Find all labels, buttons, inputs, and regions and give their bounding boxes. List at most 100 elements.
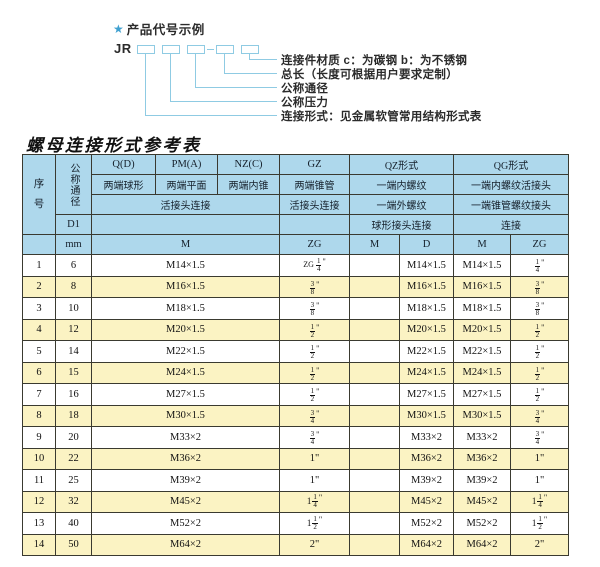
cell-bore: 32 <box>55 490 92 513</box>
cell-qz-d: M52×2 <box>399 512 454 535</box>
header-blank-gz <box>279 214 350 235</box>
cell-thread-m: M16×1.5 <box>91 275 280 298</box>
cell-qg-m: M30×1.5 <box>453 404 511 427</box>
code-dash <box>207 49 214 51</box>
header-union-connection-gz: 活接头连接 <box>279 194 350 215</box>
cell-qz-d: M27×1.5 <box>399 383 454 406</box>
cell-seq: 9 <box>22 426 56 449</box>
leader-line-4-horizontal <box>170 101 277 103</box>
cell-qg-m: M36×2 <box>453 447 511 470</box>
header-unit-m-qz: M <box>349 234 400 255</box>
table-row: 4 12 M20×1.5 1 2 " M20×1.5 M20×1.5 1 2 " <box>22 318 570 341</box>
header-taper-thread-qg: 一端锥管螺纹接头 <box>452 194 570 215</box>
leader-line-1-vertical <box>249 54 251 60</box>
cell-thread-m: M14×1.5 <box>91 254 280 277</box>
cell-bore: 12 <box>55 318 92 341</box>
cell-seq: 12 <box>22 490 56 513</box>
cell-qz-d: M16×1.5 <box>399 275 454 298</box>
cell-qg-zg: 1 2 " <box>509 383 570 406</box>
annotation-nominal-pressure: 公称压力 <box>281 97 329 109</box>
cell-gz: 1" <box>279 447 350 470</box>
leader-line-1-horizontal <box>249 59 277 61</box>
leader-line-2-horizontal <box>224 73 277 75</box>
cell-gz: 1 2 " <box>279 383 350 406</box>
header-desc-nzc: 两端内锥 <box>217 174 280 195</box>
cell-qg-m: M39×2 <box>453 469 511 492</box>
cell-gz: 1 2 " <box>279 318 350 341</box>
code-prefix-label: JR <box>114 41 132 56</box>
header-row-codes: 序号 公称通径 Q(D) PM(A) NZ(C) GZ QZ形式 QG形式 <box>22 154 570 235</box>
table-row: 9 20 M33×2 3 4 " M33×2 M33×2 3 4 " <box>22 426 570 449</box>
leader-line-5-horizontal <box>145 115 277 117</box>
table-row: 12 32 M45×2 1 1 4 " M45×2 M45×2 1 1 4 " <box>22 490 570 513</box>
header-desc-qd: 两端球形 <box>91 174 156 195</box>
cell-gz: 1 1 4 " <box>279 490 350 513</box>
nut-connection-spec-table: 序号 公称通径 Q(D) PM(A) NZ(C) GZ QZ形式 QG形式 两端… <box>22 154 570 556</box>
cell-qz-m <box>349 340 400 363</box>
header-seq: 序号 <box>22 154 56 235</box>
cell-thread-m: M27×1.5 <box>91 383 280 406</box>
header-code-qz: QZ形式 <box>349 154 454 175</box>
cell-seq: 3 <box>22 297 56 320</box>
cell-qz-d: M24×1.5 <box>399 361 454 384</box>
table-row: 5 14 M22×1.5 1 2 " M22×1.5 M22×1.5 1 2 " <box>22 340 570 363</box>
table-row: 7 16 M27×1.5 1 2 " M27×1.5 M27×1.5 1 2 " <box>22 383 570 406</box>
leader-line-4-vertical <box>170 54 172 102</box>
cell-thread-m: M20×1.5 <box>91 318 280 341</box>
cell-qg-zg: 1" <box>509 447 570 470</box>
star-icon: ★ <box>113 21 124 36</box>
cell-qg-zg: 1 2 " <box>509 361 570 384</box>
cell-thread-m: M45×2 <box>91 490 280 513</box>
cell-qz-d: M18×1.5 <box>399 297 454 320</box>
cell-qg-m: M22×1.5 <box>453 340 511 363</box>
annotation-total-length: 总长（长度可根据用户要求定制） <box>281 69 458 81</box>
cell-seq: 10 <box>22 447 56 470</box>
diagram-heading-row: ★ 产品代号示例 <box>113 19 205 38</box>
cell-bore: 15 <box>55 361 92 384</box>
cell-qg-m: M52×2 <box>453 512 511 535</box>
cell-thread-m: M30×1.5 <box>91 404 280 427</box>
cell-qz-m <box>349 318 400 341</box>
cell-qz-m <box>349 383 400 406</box>
header-desc-qg: 一端内螺纹活接头 <box>452 174 570 195</box>
cell-qg-m: M64×2 <box>453 533 511 556</box>
header-unit-zg-gz: ZG <box>279 234 350 255</box>
cell-gz: 1 1 2 " <box>279 512 350 535</box>
cell-qg-zg: 1 4 " <box>509 254 570 277</box>
cell-gz: 2" <box>279 533 350 556</box>
cell-qg-zg: 1 1 2 " <box>509 512 570 535</box>
table-row: 11 25 M39×2 1" M39×2 M39×2 1" <box>22 469 570 492</box>
cell-qz-d: M22×1.5 <box>399 340 454 363</box>
cell-qg-zg: 1" <box>509 469 570 492</box>
header-unit-m-qg: M <box>453 234 511 255</box>
header-union-connection: 活接头连接 <box>91 194 280 215</box>
leader-line-3-vertical <box>195 54 197 88</box>
cell-qg-zg: 3 4 " <box>509 404 570 427</box>
table-row: 3 10 M18×1.5 3 8 " M18×1.5 M18×1.5 3 8 " <box>22 297 570 320</box>
code-box-2 <box>162 45 180 54</box>
cell-seq: 13 <box>22 512 56 535</box>
table-row: 13 40 M52×2 1 1 2 " M52×2 M52×2 1 1 2 " <box>22 512 570 535</box>
cell-qz-m <box>349 275 400 298</box>
cell-bore: 25 <box>55 469 92 492</box>
code-box-3 <box>187 45 205 54</box>
header-desc-pma: 两端平面 <box>155 174 218 195</box>
cell-seq: 4 <box>22 318 56 341</box>
page-title: 螺母连接形式参考表 <box>26 136 202 155</box>
product-code-diagram: ★ 产品代号示例 JR 连接件材质 c：为碳钢 b：为不锈钢 总长（长度可根据用… <box>0 0 600 128</box>
header-row-desc1: 两端球形 两端平面 两端内锥 两端锥管 一端内螺纹 一端内螺纹活接头 <box>23 174 570 195</box>
diagram-heading-label: 产品代号示例 <box>126 23 205 37</box>
cell-qg-m: M27×1.5 <box>453 383 511 406</box>
code-box-4 <box>216 45 234 54</box>
cell-qg-m: M14×1.5 <box>453 254 511 277</box>
annotation-nominal-bore: 公称通径 <box>281 83 329 95</box>
header-nominal-bore: 公称通径 <box>55 154 92 215</box>
cell-qz-m <box>349 426 400 449</box>
cell-seq: 8 <box>22 404 56 427</box>
cell-thread-m: M52×2 <box>91 512 280 535</box>
header-unit-m-left: M <box>91 234 280 255</box>
cell-thread-m: M64×2 <box>91 533 280 556</box>
header-unit-seq <box>22 234 56 255</box>
header-ball-joint-qz: 球形接头连接 <box>349 214 454 235</box>
cell-gz: ZG 1 4 " <box>279 254 350 277</box>
